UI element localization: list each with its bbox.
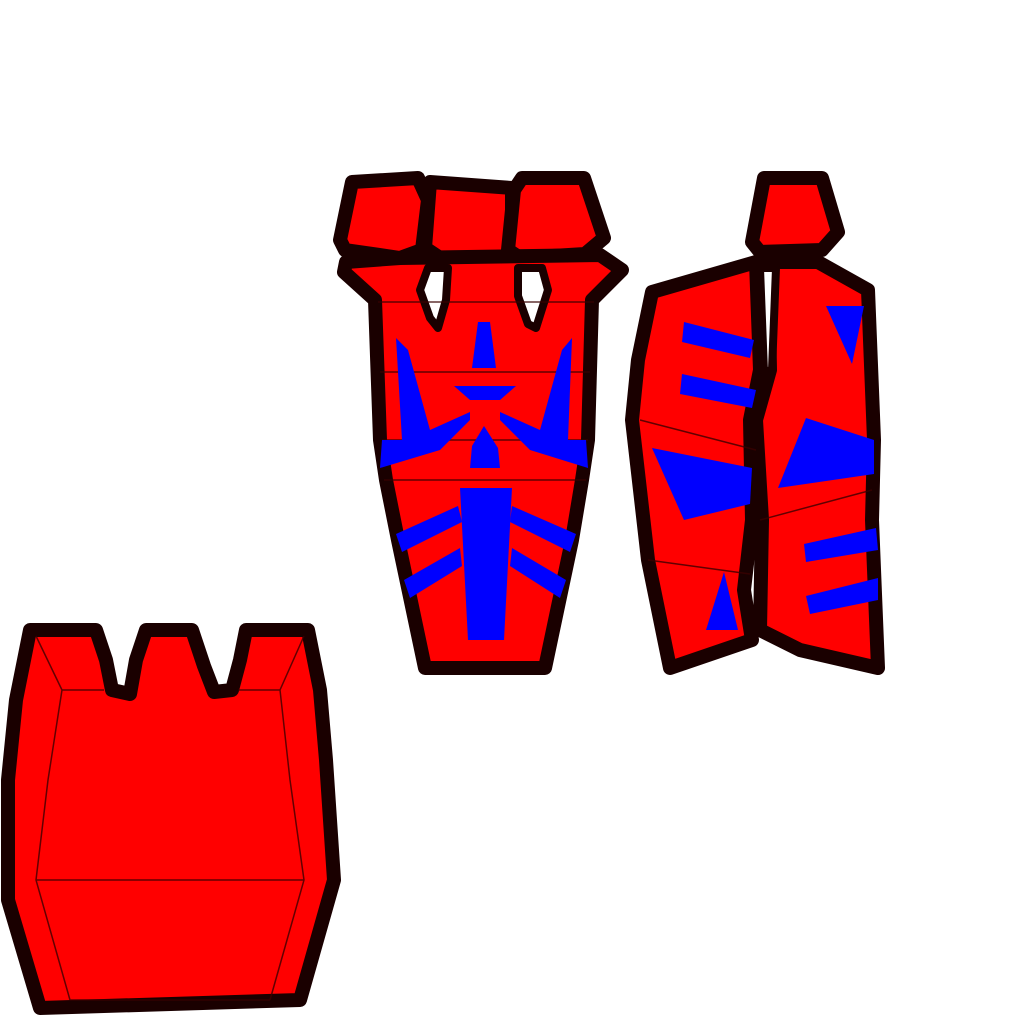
back-shoulder-cap — [745, 171, 845, 259]
front-emblem — [380, 322, 588, 640]
back-triangle-bottom — [706, 572, 738, 630]
back-triangle-top-right — [826, 306, 864, 364]
emblem-right-wing — [500, 338, 588, 468]
back-decals — [652, 306, 878, 630]
back-stripe-lower-right-1 — [804, 528, 878, 562]
back-stripe-middle — [680, 374, 756, 408]
lower-panel-inner-outline — [35, 635, 305, 1001]
front-neck-hole-right — [514, 264, 552, 332]
back-panel — [625, 171, 885, 675]
front-left-shoulder-cap — [333, 171, 435, 265]
emblem-left-rib-lower — [404, 548, 462, 598]
emblem-lower-spine — [460, 488, 512, 640]
back-stripe-lower-right-2 — [806, 578, 878, 614]
emblem-upper-bar — [454, 386, 516, 400]
back-triangle-left — [652, 448, 752, 520]
lower-panel — [1, 623, 341, 1015]
emblem-left-rib-upper — [396, 506, 462, 552]
emblem-right-rib-upper — [510, 506, 576, 552]
back-neck-slit — [756, 264, 780, 376]
front-panel — [333, 171, 629, 675]
emblem-top-spike — [472, 322, 496, 368]
back-stripe-upper — [682, 322, 754, 358]
lower-panel-body — [1, 623, 341, 1015]
back-triangle-mid-right — [778, 418, 874, 488]
emblem-center-gem — [470, 426, 500, 468]
front-neck-hole-left — [416, 264, 452, 332]
emblem-left-wing — [380, 338, 470, 468]
front-right-shoulder-cap — [501, 171, 611, 265]
emblem-right-rib-lower — [510, 548, 566, 598]
back-seam-line — [639, 419, 873, 575]
